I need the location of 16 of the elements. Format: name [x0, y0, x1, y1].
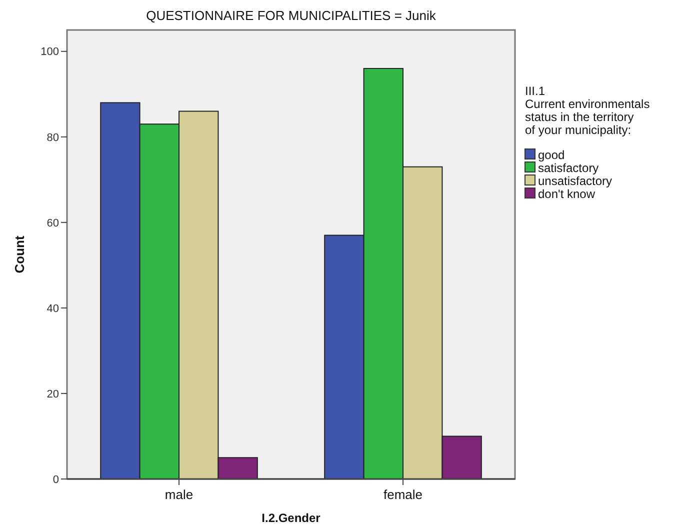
y-tick-label: 60	[46, 217, 59, 230]
y-tick-label: 100	[40, 46, 59, 58]
y-tick-label: 20	[46, 388, 59, 400]
x-tick-label: female	[383, 487, 423, 502]
legend-label: unsatisfactory	[538, 174, 612, 188]
y-axis-title: Count	[12, 235, 27, 274]
legend-label: good	[538, 148, 565, 162]
legend-label: satisfactory	[538, 161, 599, 175]
y-tick-label: 0	[52, 474, 59, 486]
chart-title: QUESTIONNAIRE FOR MUNICIPALITIES = Junik	[146, 8, 436, 23]
x-axis-title: I.2.Gender	[262, 511, 321, 525]
y-tick-label: 40	[46, 302, 59, 315]
y-tick-label: 80	[46, 132, 59, 144]
x-tick-label: male	[164, 487, 194, 502]
legend-title: III.1 Current environmentals status in the territory of your municipality:	[525, 84, 650, 137]
legend-label: don't know	[538, 187, 596, 201]
